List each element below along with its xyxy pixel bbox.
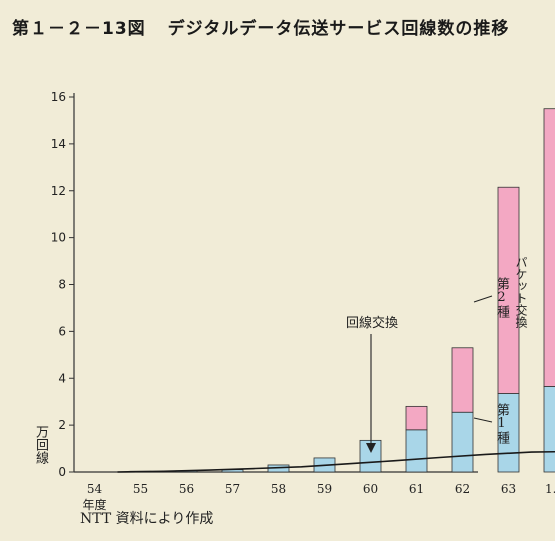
y-tick-label: 2 <box>58 418 66 432</box>
x-tick-label: 63 <box>501 482 516 496</box>
y-tick-label: 12 <box>51 184 66 198</box>
x-axis-label: 年度 <box>82 497 106 512</box>
x-tick-label: 58 <box>271 482 286 496</box>
x-tick-label: 62 <box>455 482 470 496</box>
x-tick-label: 55 <box>133 482 148 496</box>
bar-type2 <box>451 347 474 413</box>
figure-title: 第１－２－13図 デジタルデータ伝送サービス回線数の推移 <box>12 14 509 39</box>
bar-type1 <box>405 429 428 473</box>
x-tick-label: 59 <box>317 482 332 496</box>
packet-switching-label: パケット交換 <box>514 256 528 328</box>
y-tick-label: 6 <box>58 324 66 338</box>
figure-title-text: デジタルデータ伝送サービス回線数の推移 <box>167 19 510 39</box>
type2-label: 第2種 <box>494 277 509 318</box>
circuit-switching-label: 回線交換 <box>346 315 398 331</box>
x-tick-label: 56 <box>179 482 194 496</box>
y-tick-label: 16 <box>51 90 66 104</box>
y-axis-unit-label: 万回線 <box>33 425 48 464</box>
type1-label: 第1種 <box>494 403 509 444</box>
type2-leader <box>473 295 493 303</box>
bar-type1 <box>451 411 474 473</box>
type1-leader <box>473 417 493 423</box>
x-tick-label: 54 <box>87 482 103 496</box>
bar-type1 <box>543 386 555 473</box>
source-note: NTT 資料により作成 <box>80 511 214 527</box>
x-tick-label: 57 <box>225 482 240 496</box>
y-tick-label: 4 <box>58 371 66 385</box>
bar-type2 <box>497 186 520 394</box>
x-tick-label: 61 <box>409 482 424 496</box>
y-tick-label: 8 <box>58 278 66 292</box>
y-tick-label: 14 <box>51 137 66 151</box>
x-tick-label: 1.9 <box>545 482 555 496</box>
bar-type2 <box>543 108 555 387</box>
circuit-switching-arrowhead <box>366 443 376 453</box>
figure-number: 第１－２－13図 <box>12 19 146 39</box>
x-tick-label: 60 <box>363 482 378 496</box>
y-tick-label: 0 <box>58 465 66 479</box>
y-tick-label: 10 <box>51 231 66 245</box>
bar-type2 <box>405 405 428 431</box>
circuit-switching-line <box>117 450 555 473</box>
